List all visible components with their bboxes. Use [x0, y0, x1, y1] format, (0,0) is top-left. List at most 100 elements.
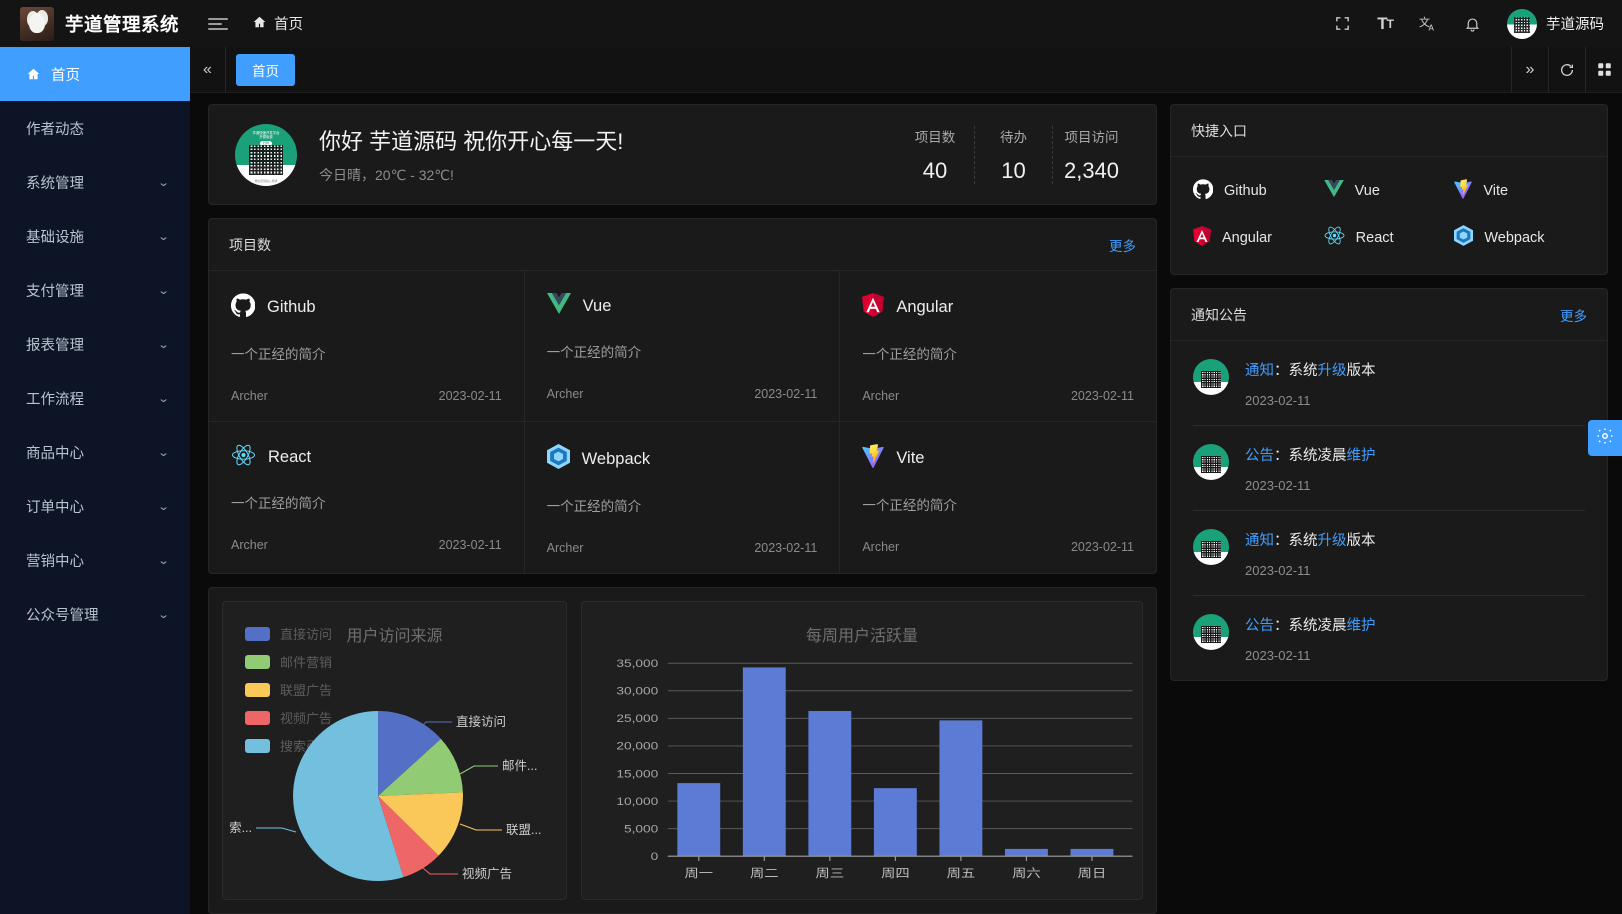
project-author: Archer	[231, 538, 268, 552]
sidebar-item-label: 首页	[51, 67, 80, 84]
tabs-scroll-left-icon[interactable]: «	[190, 47, 226, 92]
notices-title: 通知公告	[1191, 306, 1247, 323]
xtick-label: 周六	[1012, 867, 1041, 880]
notice-text-b: 版本	[1346, 533, 1376, 549]
quick-item-vue[interactable]: Vue	[1323, 179, 1455, 203]
legend-item[interactable]: 联盟广告	[245, 680, 332, 699]
brand[interactable]: 芋道管理系统	[0, 6, 190, 41]
github-icon	[230, 293, 256, 322]
fullscreen-icon[interactable]	[1334, 15, 1351, 32]
bar-mon[interactable]	[677, 783, 721, 857]
sidebar-item-workflow[interactable]: 工作流程 ⌄	[0, 371, 190, 425]
bar-sun[interactable]	[1070, 848, 1114, 857]
sidebar-item-mp[interactable]: 公众号管理 ⌄	[0, 587, 190, 641]
sidebar-item-author-news[interactable]: 作者动态	[0, 101, 190, 155]
quick-item-react[interactable]: React	[1324, 225, 1455, 250]
notice-date: 2023-02-11	[1245, 648, 1311, 663]
pie-slice-direct[interactable]	[377, 711, 441, 796]
notice-title[interactable]: 公告：系统凌晨维护	[1245, 444, 1585, 465]
ytick-label: 35,000	[616, 657, 658, 669]
notice-kind: 通知	[1245, 533, 1274, 549]
stat-value: 10	[1001, 157, 1026, 183]
notices-more-link[interactable]: 更多	[1560, 308, 1587, 324]
project-card[interactable]: Vite 一个正经的简介 Archer 2023-02-11	[840, 422, 1156, 573]
react-icon	[1324, 226, 1345, 249]
sidebar-item-report[interactable]: 报表管理 ⌄	[0, 317, 190, 371]
sidebar-item-infra[interactable]: 基础设施 ⌄	[0, 209, 190, 263]
quick-entry-header: 快捷入口	[1171, 105, 1607, 157]
tabs-scroll-right-icon[interactable]: »	[1511, 47, 1548, 92]
legend-item[interactable]: 直接访问	[245, 624, 332, 643]
xtick-label: 周日	[1078, 867, 1107, 880]
notice-sep: ：	[1274, 363, 1289, 379]
breadcrumb-home[interactable]: 首页	[252, 13, 303, 34]
quick-item-vite[interactable]: Vite	[1454, 179, 1585, 203]
sidebar-item-system[interactable]: 系统管理 ⌄	[0, 155, 190, 209]
sidebar-item-marketing[interactable]: 营销中心 ⌄	[0, 533, 190, 587]
notice-item[interactable]: 公告：系统凌晨维护 2023-02-11	[1193, 595, 1585, 680]
notice-title[interactable]: 通知：系统升级版本	[1245, 529, 1585, 550]
bar-chart-title: 每周用户活跃量	[805, 628, 918, 645]
bar-fri[interactable]	[939, 720, 983, 857]
project-name: Angular	[896, 298, 954, 316]
stat-label: 项目数	[914, 129, 956, 145]
pie-plot-area: 直接访问 邮件... 联盟... 视频广告 搜索...	[223, 658, 566, 899]
welcome-weather: 今日晴，20℃ - 32℃!	[319, 167, 454, 183]
legend-item[interactable]: 视频广告	[245, 708, 332, 727]
pie-slice-union[interactable]	[377, 792, 463, 856]
project-card[interactable]: React 一个正经的简介 Archer 2023-02-11	[209, 422, 525, 573]
notice-item[interactable]: 通知：系统升级版本 2023-02-11	[1193, 510, 1585, 595]
qr-code-icon	[1193, 444, 1229, 480]
notices-card: 通知公告 更多 通知：系统升级版本 2023-02-11	[1170, 288, 1608, 681]
bar-wed[interactable]	[808, 711, 852, 857]
menu-icon[interactable]	[206, 15, 230, 33]
sidebar-item-home[interactable]: 首页	[0, 47, 190, 101]
sidebar-item-label: 工作流程	[26, 391, 84, 408]
sidebar-item-order[interactable]: 订单中心 ⌄	[0, 479, 190, 533]
quick-item-webpack[interactable]: Webpack	[1454, 225, 1585, 250]
pie-slice-video[interactable]	[377, 796, 439, 878]
pie-slice-search[interactable]	[292, 711, 403, 881]
project-card[interactable]: Angular 一个正经的简介 Archer 2023-02-11	[840, 271, 1156, 422]
quick-entry-card: 快捷入口 Github Vue	[1170, 104, 1608, 275]
legend-item[interactable]: 邮件营销	[245, 652, 332, 671]
projects-more-link[interactable]: 更多	[1109, 238, 1136, 254]
project-footer: Archer 2023-02-11	[862, 389, 1134, 403]
chevron-down-icon: ⌄	[157, 338, 170, 351]
project-card[interactable]: Github 一个正经的简介 Archer 2023-02-11	[209, 271, 525, 422]
project-author: Archer	[546, 541, 584, 555]
project-card[interactable]: Vue 一个正经的简介 Archer 2023-02-11	[524, 271, 841, 422]
project-card[interactable]: Webpack 一个正经的简介 Archer 2023-02-11	[525, 422, 841, 573]
project-author: Archer	[231, 389, 268, 403]
bell-icon[interactable]	[1464, 15, 1481, 33]
projects-card-header: 项目数 更多	[209, 219, 1156, 271]
quick-item-angular[interactable]: Angular	[1193, 225, 1324, 250]
settings-drawer-button[interactable]	[1588, 420, 1622, 456]
notice-item[interactable]: 通知：系统升级版本 2023-02-11	[1193, 341, 1585, 425]
tab-home[interactable]: 首页	[236, 53, 295, 86]
refresh-icon[interactable]	[1548, 47, 1585, 92]
grid-view-icon[interactable]	[1585, 47, 1622, 92]
notice-sep: ：	[1274, 618, 1289, 634]
project-author: Archer	[862, 540, 900, 554]
notice-title[interactable]: 通知：系统升级版本	[1245, 359, 1585, 380]
pie-slice-email[interactable]	[377, 738, 463, 796]
translate-icon[interactable]: 文 A	[1419, 14, 1438, 33]
bar-sat[interactable]	[1004, 848, 1048, 857]
bar-tue[interactable]	[742, 667, 786, 857]
quick-item-github[interactable]: Github	[1192, 179, 1324, 203]
user-menu[interactable]: 芋道源码	[1507, 8, 1604, 39]
legend-swatch	[245, 738, 270, 753]
xtick-label: 周五	[947, 867, 976, 880]
project-name: Vite	[896, 449, 925, 467]
notice-item[interactable]: 公告：系统凌晨维护 2023-02-11	[1193, 425, 1585, 510]
bar-thu[interactable]	[873, 788, 917, 857]
angular-icon	[862, 293, 885, 322]
project-desc: 一个正经的简介	[862, 498, 957, 513]
sidebar-item-payment[interactable]: 支付管理 ⌄	[0, 263, 190, 317]
notice-title[interactable]: 公告：系统凌晨维护	[1245, 614, 1585, 635]
sidebar-item-product[interactable]: 商品中心 ⌄	[0, 425, 190, 479]
ytick-label: 0	[651, 850, 659, 862]
